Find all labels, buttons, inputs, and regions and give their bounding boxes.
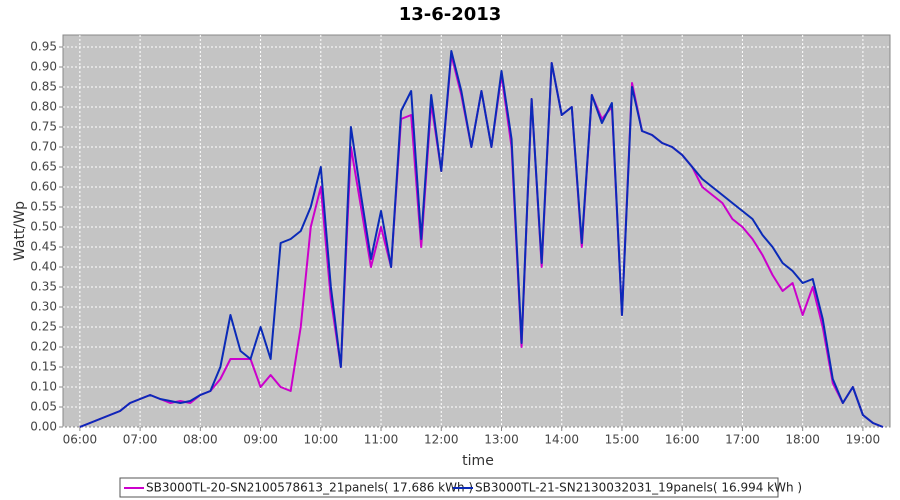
y-tick-label: 0.70 <box>30 140 57 154</box>
y-tick-label: 0.05 <box>30 400 57 414</box>
y-tick-label: 0.85 <box>30 80 57 94</box>
y-tick-label: 0.30 <box>30 300 57 314</box>
y-tick-label: 0.10 <box>30 380 57 394</box>
y-axis-label: Watt/Wp <box>12 201 28 261</box>
y-tick-label: 0.25 <box>30 320 57 334</box>
x-tick-label: 14:00 <box>544 433 579 447</box>
x-tick-label: 08:00 <box>183 433 218 447</box>
x-tick-label: 09:00 <box>243 433 278 447</box>
y-tick-label: 0.20 <box>30 340 57 354</box>
x-tick-label: 06:00 <box>63 433 98 447</box>
series-line <box>79 50 884 428</box>
chart-title: 13-6-2013 <box>399 4 502 25</box>
y-tick-label: 0.75 <box>30 120 57 134</box>
y-tick-label: 0.40 <box>30 260 57 274</box>
x-tick-label: 13:00 <box>484 433 519 447</box>
legend-label: SB3000TL-21-SN2130032031_19panels( 16.99… <box>475 481 802 495</box>
y-tick-label: 0.50 <box>30 220 57 234</box>
x-tick-label: 16:00 <box>665 433 700 447</box>
y-tick-label: 0.55 <box>30 200 57 214</box>
y-tick-label: 0.00 <box>30 420 57 434</box>
x-tick-label: 12:00 <box>424 433 459 447</box>
y-tick-label: 0.60 <box>30 180 57 194</box>
x-tick-label: 19:00 <box>846 433 881 447</box>
x-axis-label: time <box>462 453 494 469</box>
legend-label: SB3000TL-20-SN2100578613_21panels( 17.68… <box>146 481 473 495</box>
y-tick-label: 0.15 <box>30 360 57 374</box>
y-tick-label: 0.80 <box>30 100 57 114</box>
legend <box>119 477 779 498</box>
y-tick-label: 0.35 <box>30 280 57 294</box>
x-tick-label: 15:00 <box>605 433 640 447</box>
y-tick-label: 0.45 <box>30 240 57 254</box>
x-tick-label: 10:00 <box>304 433 339 447</box>
y-tick-label: 0.90 <box>30 60 57 74</box>
plot-area <box>62 34 891 428</box>
y-tick-label: 0.65 <box>30 160 57 174</box>
x-tick-label: 07:00 <box>123 433 158 447</box>
y-tick-label: 0.95 <box>30 40 57 54</box>
x-tick-label: 18:00 <box>785 433 820 447</box>
x-tick-label: 11:00 <box>364 433 399 447</box>
x-tick-label: 17:00 <box>725 433 760 447</box>
